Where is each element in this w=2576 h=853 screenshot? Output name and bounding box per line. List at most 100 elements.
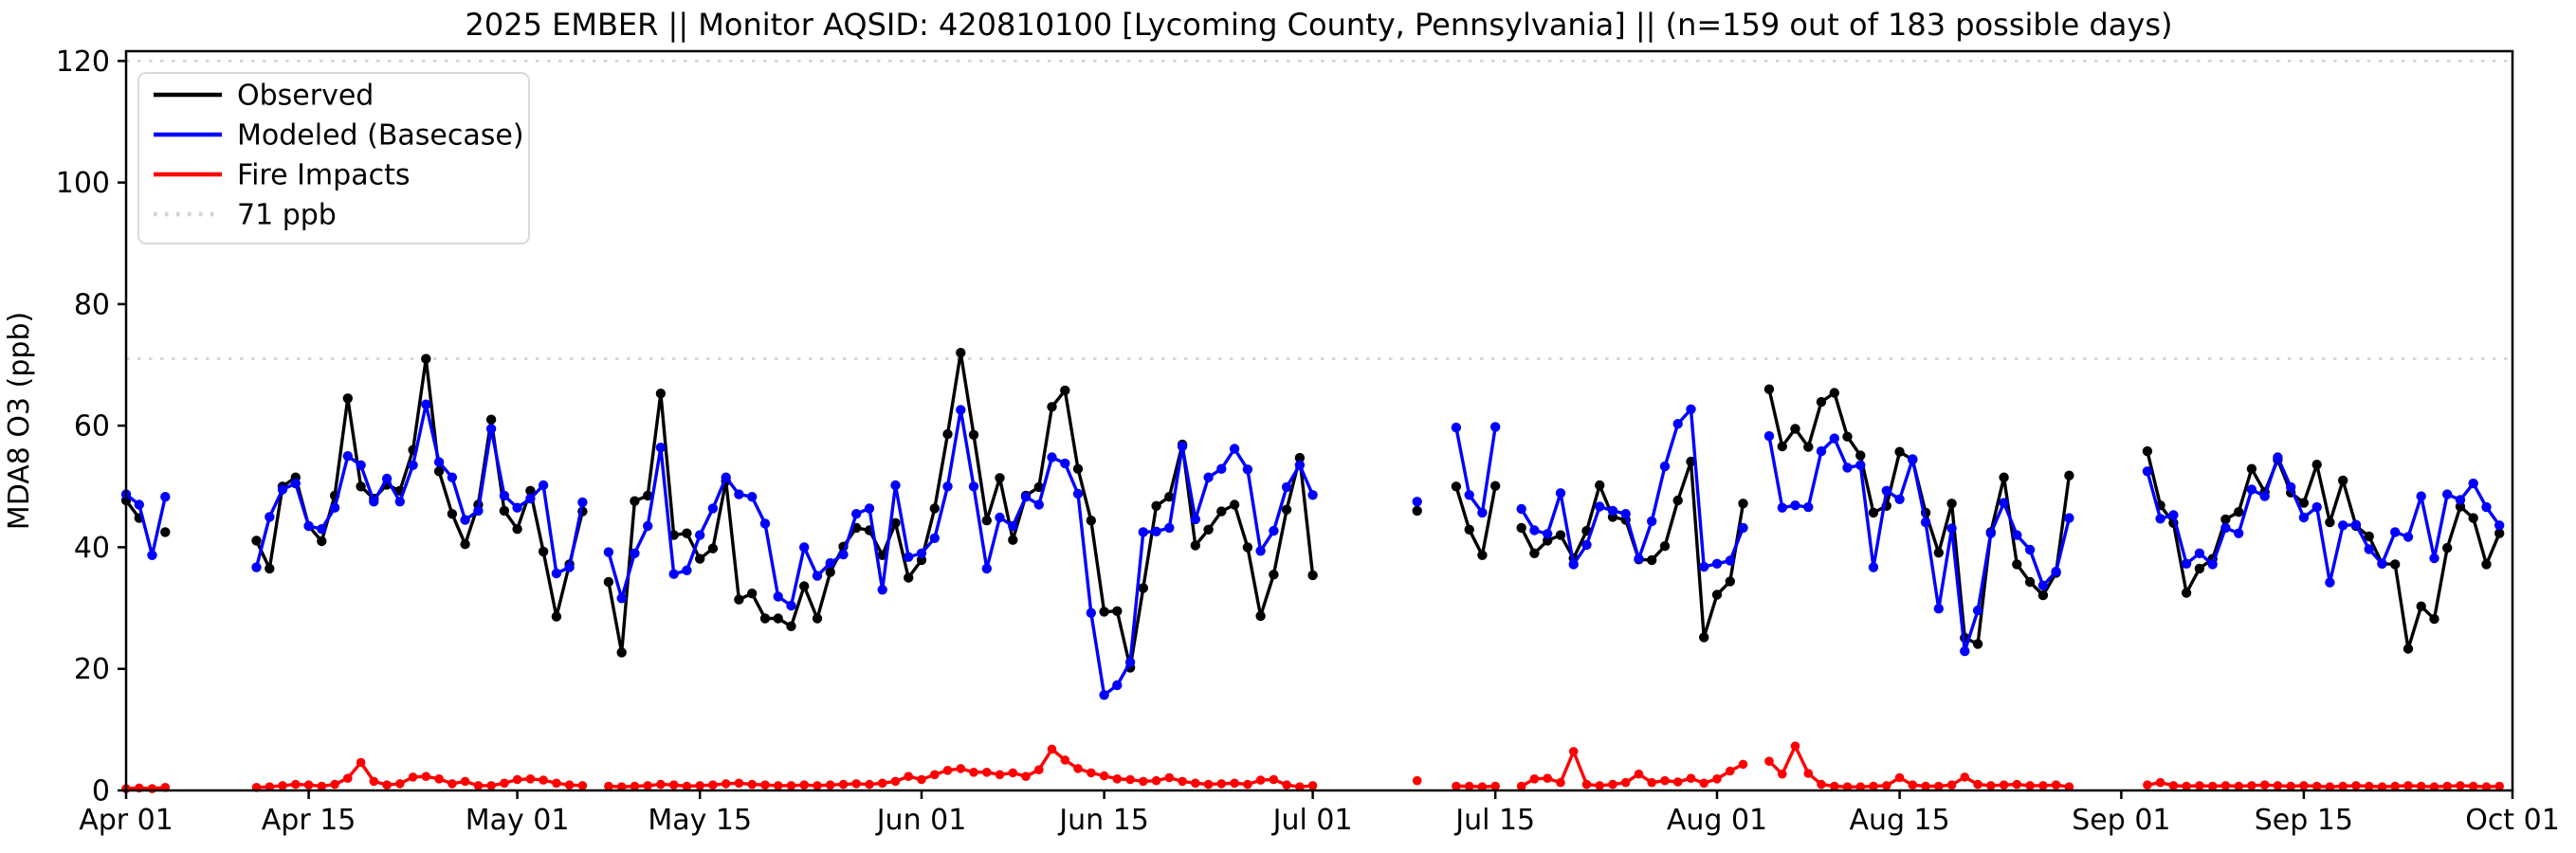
data-point-modeled <box>1634 554 1644 564</box>
data-point-modeled <box>2350 519 2362 530</box>
data-point-modeled <box>616 593 627 604</box>
data-point-observed <box>1190 540 1201 551</box>
data-point-observed <box>981 516 993 526</box>
data-point-fire <box>1191 778 1200 789</box>
data-point-observed <box>1659 541 1671 552</box>
series-line-modeled <box>124 403 2501 697</box>
data-point-observed <box>1972 639 1983 649</box>
data-point-fire <box>356 757 366 768</box>
data-point-modeled <box>342 451 353 462</box>
data-point-fire <box>552 778 561 789</box>
data-point-fire <box>1178 776 1187 787</box>
data-point-fire <box>1581 779 1592 789</box>
data-point-fire <box>1672 777 1683 787</box>
data-point-modeled <box>1816 445 1827 457</box>
data-point-observed <box>786 621 796 631</box>
data-point-fire <box>2456 781 2465 790</box>
data-point-modeled <box>2246 484 2257 495</box>
data-point-modeled <box>1229 444 1240 454</box>
data-point-modeled <box>381 473 393 484</box>
data-point-observed <box>1595 480 1605 491</box>
data-point-modeled <box>2402 532 2414 542</box>
data-point-fire <box>421 771 431 781</box>
data-point-fire <box>408 772 418 782</box>
data-point-observed <box>2402 644 2414 654</box>
data-point-fire <box>1556 777 1565 788</box>
data-point-modeled <box>2012 530 2022 540</box>
data-point-observed <box>956 348 966 358</box>
data-point-fire <box>1568 747 1579 756</box>
data-point-modeled <box>2142 466 2153 477</box>
data-point-fire <box>1464 781 1474 791</box>
data-point-modeled <box>1842 463 1853 473</box>
data-point-modeled <box>759 518 771 529</box>
data-point-modeled <box>394 497 405 507</box>
data-point-observed <box>1803 442 1814 452</box>
data-point-fire <box>851 779 861 789</box>
data-point-modeled <box>1529 525 1540 535</box>
data-point-observed <box>2037 590 2049 601</box>
data-point-modeled <box>2259 491 2270 501</box>
data-point-modeled <box>734 489 744 499</box>
data-point-fire <box>643 781 652 790</box>
data-point-fire <box>278 781 287 790</box>
data-point-modeled <box>1294 460 1306 470</box>
data-point-modeled <box>512 502 522 513</box>
x-tick-label: Sep 15 <box>2255 804 2353 837</box>
data-point-observed <box>460 539 470 550</box>
data-point-fire <box>2143 780 2152 789</box>
data-point-fire <box>799 780 809 789</box>
data-point-observed <box>1790 424 1800 434</box>
data-point-observed <box>773 613 783 624</box>
data-point-observed <box>2364 531 2374 542</box>
data-point-observed <box>942 428 953 440</box>
data-point-modeled <box>2051 566 2061 577</box>
data-point-observed <box>1242 542 1253 553</box>
data-point-modeled <box>1829 433 1840 444</box>
data-point-fire <box>1817 779 1826 789</box>
data-point-fire <box>1620 777 1631 788</box>
data-point-fire <box>2494 781 2504 791</box>
y-tick-label: 20 <box>74 653 110 686</box>
data-point-fire <box>1803 769 1814 778</box>
data-point-modeled <box>551 568 562 579</box>
data-point-fire <box>2325 782 2335 791</box>
data-point-fire <box>734 778 744 789</box>
data-point-fire <box>1087 768 1096 778</box>
data-point-observed <box>2325 517 2335 528</box>
data-point-fire <box>448 779 457 789</box>
data-point-fire <box>2416 781 2426 791</box>
data-point-modeled <box>2494 520 2505 531</box>
x-tick-label: Apr 01 <box>79 804 174 837</box>
data-point-fire <box>2311 781 2322 791</box>
data-point-fire <box>682 781 692 791</box>
legend-label-0: Observed <box>237 80 374 113</box>
data-point-modeled <box>1803 501 1814 513</box>
data-point-fire <box>1908 780 1918 789</box>
data-point-observed <box>2481 559 2492 570</box>
data-point-observed <box>904 572 914 583</box>
data-point-modeled <box>890 480 901 491</box>
data-point-fire <box>2351 781 2361 790</box>
data-point-modeled <box>1985 528 1996 538</box>
data-point-observed <box>1933 548 1944 558</box>
data-point-modeled <box>2429 553 2439 564</box>
x-tick-label: Jul 01 <box>1271 804 1353 837</box>
data-point-fire <box>708 780 718 789</box>
data-point-fire <box>1529 774 1540 784</box>
data-point-observed <box>825 567 835 577</box>
data-point-fire <box>2207 781 2218 791</box>
data-point-observed <box>2442 542 2453 554</box>
x-tick-label: May 01 <box>466 804 570 837</box>
data-point-observed <box>1868 507 1879 518</box>
data-point-modeled <box>1647 516 1657 527</box>
data-point-modeled <box>329 502 340 513</box>
data-point-observed <box>1229 499 1240 510</box>
data-point-fire <box>1921 781 1930 791</box>
data-point-fire <box>1295 782 1305 791</box>
legend-box <box>137 72 530 245</box>
data-point-observed <box>2298 498 2310 508</box>
y-axis-label: MDA8 O3 (ppb) <box>3 312 36 530</box>
data-point-modeled <box>1190 514 1201 525</box>
